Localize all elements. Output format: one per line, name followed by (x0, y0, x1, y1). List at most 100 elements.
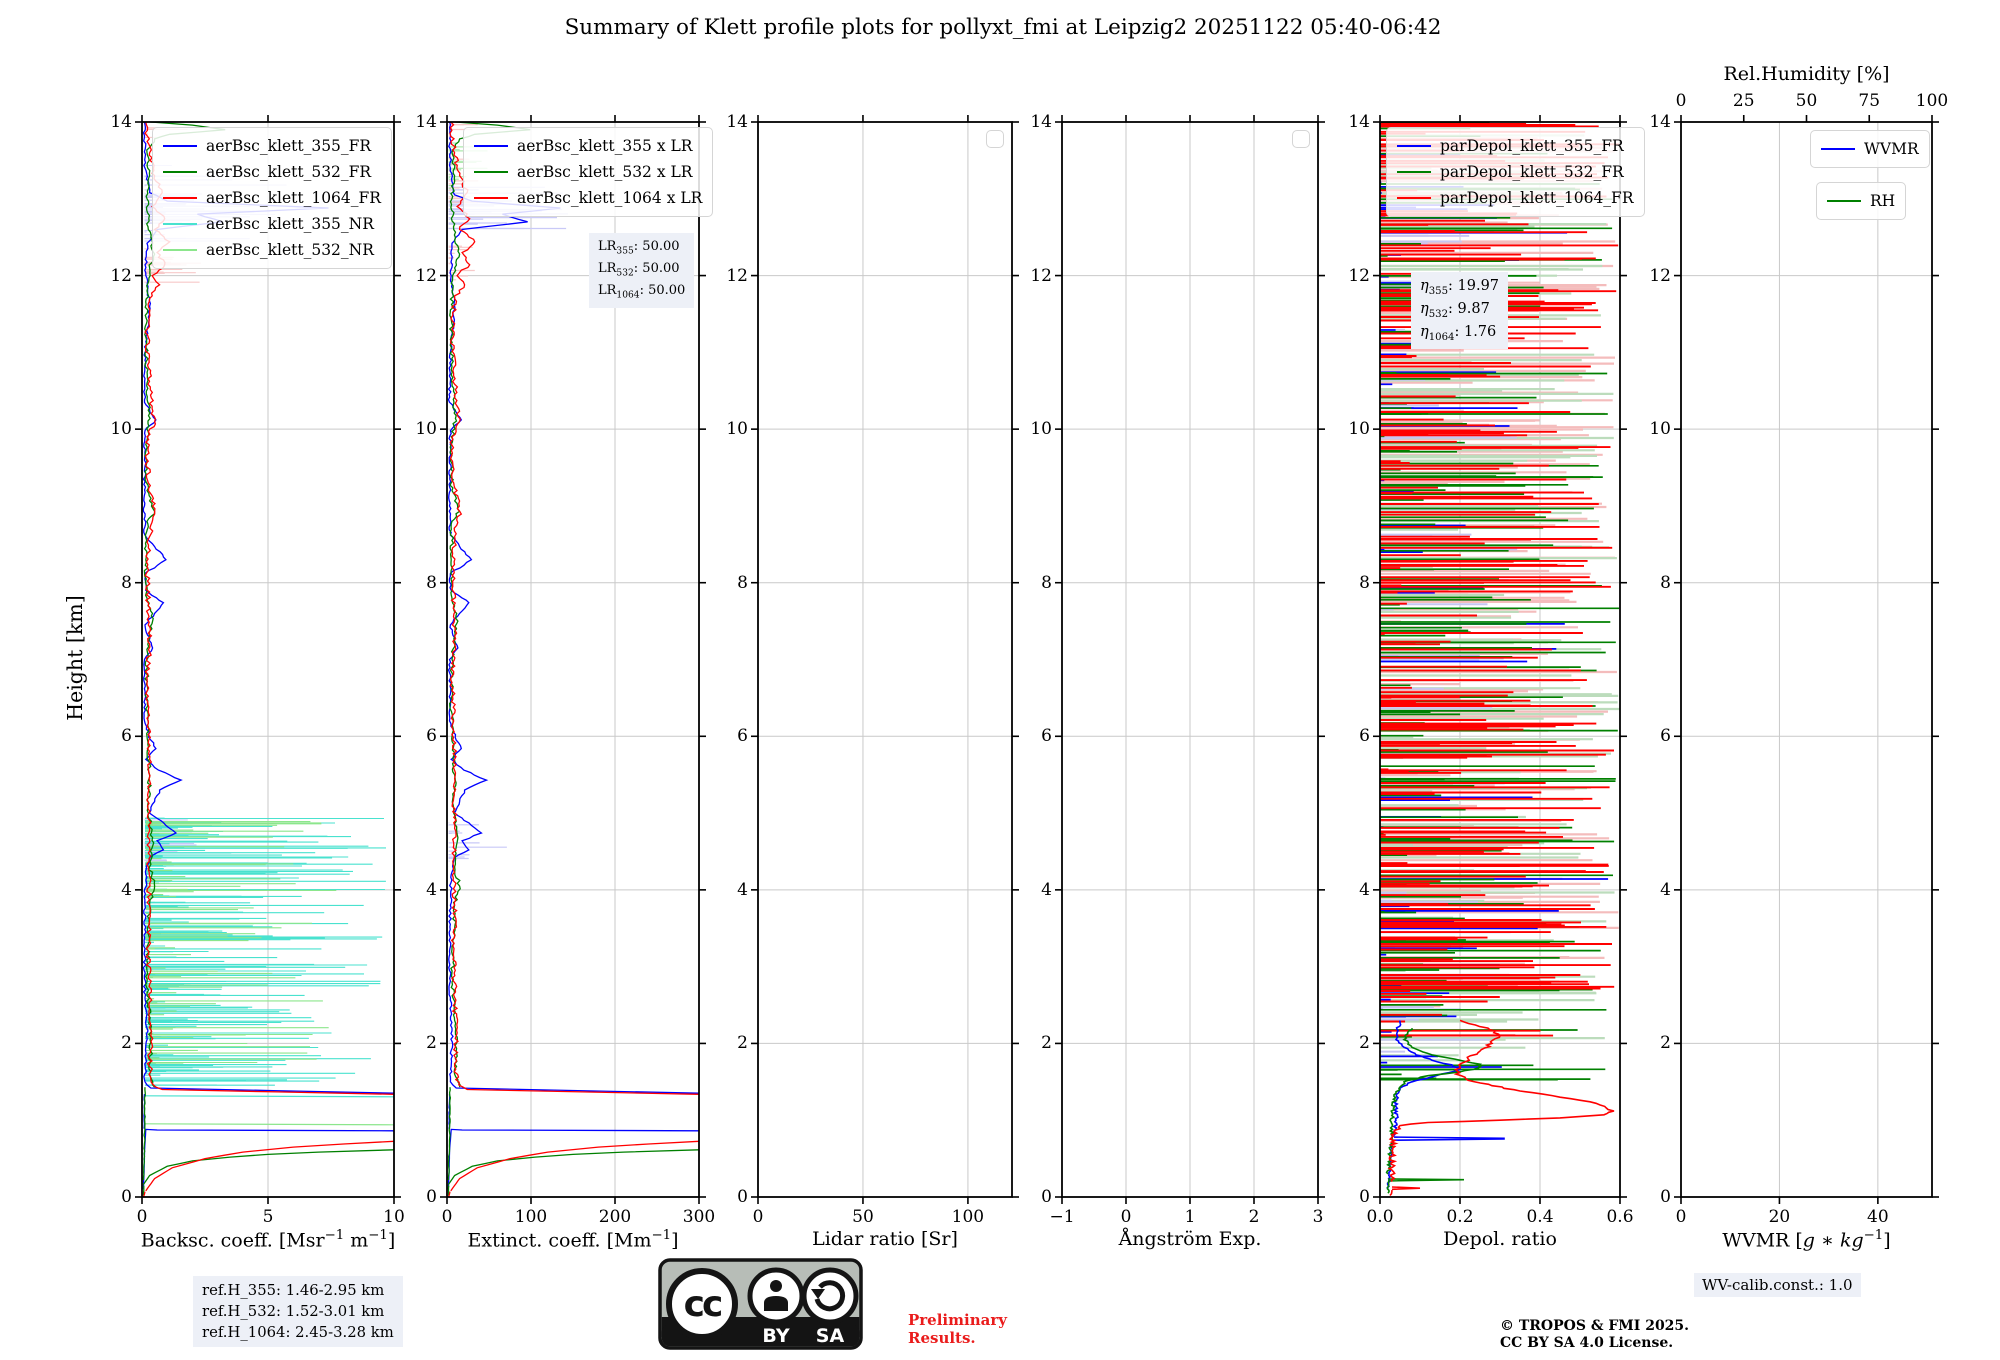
backsc-xtick-label: 5 (262, 1207, 274, 1227)
rh-axis-title: Rel.Humidity [%] (1723, 63, 1890, 85)
legend-label: parDepol_klett_532_FR (1440, 163, 1624, 181)
backsc-ytick-label: 14 (110, 112, 132, 132)
series-parDepol_klett_1064_FR (1391, 1186, 1421, 1191)
angstrom-ytick-label: 2 (1041, 1033, 1052, 1054)
legend-label: WVMR (1864, 140, 1919, 158)
panel-angstrom-axes (1055, 115, 1325, 1204)
wvmr-ytick-label: 10 (1649, 419, 1671, 440)
backsc-ytick-label: 12 (110, 265, 132, 286)
wvmr-ytick-label: 0 (1660, 1187, 1671, 1207)
depol-xtick-label: 0.4 (1526, 1207, 1554, 1227)
angstrom-x-axis-label: Ångström Exp. (1119, 1228, 1262, 1250)
license-note: © TROPOS & FMI 2025. CC BY SA 4.0 Licens… (1500, 1318, 1689, 1352)
legend-backsc_main: aerBsc_klett_355_FR aerBsc_klett_532_FR ae… (152, 127, 392, 269)
license-line-2: CC BY SA 4.0 License. (1500, 1335, 1674, 1351)
text-token: : 50.00 (639, 283, 686, 299)
legend-entry: parDepol_klett_355_FR (1397, 133, 1634, 159)
preliminary-note: Preliminary Results. (908, 1311, 1007, 1347)
text-token: 355 (616, 246, 634, 257)
ref-height-1064: ref.H_1064: 2.45-3.28 km (202, 1324, 394, 1341)
legend-entry: WVMR (1821, 136, 1919, 162)
text-token: LR (598, 283, 617, 299)
panel-backsc-axes (135, 115, 401, 1204)
text-token: Depol. ratio (1443, 1228, 1557, 1250)
cc-license-badge: cc BY SA (658, 1258, 863, 1354)
cc-sa-circle (801, 1267, 859, 1325)
backsc-ytick-label: 10 (110, 419, 132, 440)
series-aerBsc_532_NR_line (144, 1123, 394, 1126)
lidar_ratio-ytick-label: 2 (737, 1033, 748, 1054)
angstrom-ytick-label: 12 (1030, 265, 1052, 286)
legend-label: aerBsc_klett_355_FR (206, 137, 372, 155)
angstrom-xtick-label: 2 (1248, 1207, 1260, 1227)
share-alike-arrowhead-icon (811, 1289, 825, 1299)
annotation-line: η532: 9.87 (1420, 299, 1499, 322)
rh-tick-label: 0 (1675, 91, 1687, 111)
cc-logo-circle (666, 1268, 738, 1340)
wvmr-x-axis-label: WVMR [g ∗ kg−1] (1722, 1228, 1890, 1251)
y-axis-label: Height [km] (63, 595, 87, 721)
legend-line-sample (163, 145, 197, 147)
text-token: 532 (1428, 309, 1449, 321)
legend-label: aerBsc_klett_532 x LR (517, 163, 693, 181)
text-token: : 50.00 (633, 239, 680, 254)
lidar_ratio-xtick-label: 50 (852, 1207, 874, 1227)
cc-badge-graphic: cc BY SA (658, 1258, 863, 1350)
person-icon (770, 1280, 782, 1292)
legend-label: aerBsc_klett_532_NR (206, 241, 374, 259)
text-token: −1 (324, 1228, 345, 1243)
annotation-line: LR1064: 50.00 (598, 281, 685, 303)
legend-label: RH (1870, 192, 1896, 210)
panel-lidar_ratio-grid (758, 122, 1012, 1197)
ref-height-box: ref.H_355: 1.46-2.95 km ref.H_532: 1.52-… (193, 1276, 403, 1347)
legend-line-sample (163, 197, 197, 199)
legend-depol_main: parDepol_klett_355_FR parDepol_klett_532_… (1386, 127, 1645, 217)
panel-angstrom-grid (1062, 122, 1318, 1197)
depol-xtick-label: 0.6 (1606, 1207, 1634, 1227)
series-aerBsc_klett_532_x_LR (447, 1149, 699, 1186)
legend-entry: aerBsc_klett_355 x LR (474, 133, 702, 159)
backsc-xtick-label: 0 (136, 1207, 148, 1227)
share-alike-arrow-icon (814, 1280, 846, 1312)
series-parDepol_klett_355_FR (1392, 1020, 1462, 1137)
backsc-ytick-label: 6 (121, 726, 132, 747)
lidar_ratio-x-axis-label: Lidar ratio [Sr] (812, 1228, 958, 1250)
annotation-eta_box: η355: 19.97 η532: 9.87 η1064: 1.76 (1411, 272, 1509, 350)
legend-line-sample (1397, 197, 1431, 199)
cc-sa-label: SA (816, 1325, 845, 1347)
depol-ytick-label: 10 (1348, 419, 1370, 440)
wvmr-ytick-label: 8 (1660, 572, 1671, 593)
text-token: 355 (1428, 285, 1449, 297)
text-token: : 9.87 (1448, 301, 1490, 318)
lidar_ratio-ytick-label: 8 (737, 572, 748, 593)
text-token: g (1802, 1229, 1815, 1252)
legend-entry: aerBsc_klett_1064 x LR (474, 185, 702, 211)
backsc-ytick-label: 4 (121, 879, 132, 900)
legend-entry: parDepol_klett_1064_FR (1397, 185, 1634, 211)
panel-backsc-grid (142, 122, 394, 1197)
lidar_ratio-xtick-label: 0 (752, 1207, 764, 1227)
series-parDepol_klett_532_FR (1387, 1178, 1465, 1182)
angstrom-xtick-label: 3 (1312, 1207, 1324, 1227)
legend-ext_main: aerBsc_klett_355 x LR aerBsc_klett_532 x … (463, 127, 714, 217)
ext-ytick-label: 10 (415, 419, 437, 440)
wvmr-ytick-label: 12 (1649, 265, 1671, 286)
series-aerBsc_klett_355_x_LR (447, 1128, 699, 1190)
text-token: : 19.97 (1448, 278, 1500, 294)
ext-ytick-label: 14 (415, 112, 437, 132)
ref-height-532: ref.H_532: 1.52-3.01 km (202, 1303, 385, 1320)
ref-height-355: ref.H_355: 1.46-2.95 km (202, 1282, 385, 1299)
angstrom-xtick-label: 0 (1120, 1207, 1132, 1227)
series-aerBsc_klett_1064_FR (145, 1140, 394, 1192)
cc-by-label: BY (762, 1325, 789, 1347)
ext-xtick-label: 300 (682, 1207, 716, 1227)
depol-xtick-label: 0.2 (1446, 1207, 1474, 1227)
person-body-icon (764, 1296, 788, 1311)
panel-wvmr-grid (1681, 122, 1932, 1197)
legend-entry: aerBsc_klett_1064_FR (163, 185, 381, 211)
legend-entry: aerBsc_klett_355_FR (163, 133, 381, 159)
annotation-line: η1064: 1.76 (1420, 322, 1499, 345)
lidar_ratio-ytick-label: 14 (726, 112, 748, 132)
legend-entry: aerBsc_klett_532_FR (163, 159, 381, 185)
